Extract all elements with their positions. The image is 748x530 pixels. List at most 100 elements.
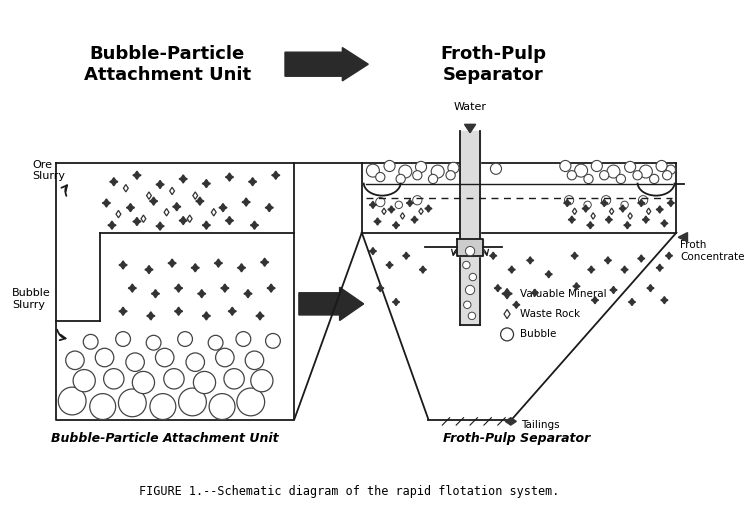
Circle shape — [66, 351, 85, 369]
Polygon shape — [237, 264, 245, 272]
Polygon shape — [174, 307, 183, 315]
Polygon shape — [196, 197, 204, 205]
Polygon shape — [197, 289, 206, 298]
Polygon shape — [260, 258, 269, 266]
Circle shape — [415, 161, 426, 172]
Polygon shape — [170, 187, 174, 195]
Circle shape — [446, 171, 456, 180]
Polygon shape — [242, 198, 251, 206]
Polygon shape — [370, 201, 376, 208]
Polygon shape — [504, 310, 510, 319]
Circle shape — [224, 369, 245, 389]
Polygon shape — [133, 217, 141, 226]
Circle shape — [208, 335, 223, 350]
Polygon shape — [571, 252, 578, 259]
Polygon shape — [141, 215, 146, 223]
Circle shape — [565, 196, 574, 205]
Circle shape — [584, 174, 593, 183]
Text: Bubble
Slurry: Bubble Slurry — [12, 288, 51, 310]
Polygon shape — [545, 271, 552, 278]
Circle shape — [663, 171, 672, 180]
Polygon shape — [370, 248, 376, 255]
Polygon shape — [660, 220, 668, 227]
Polygon shape — [179, 175, 187, 183]
Polygon shape — [425, 205, 432, 212]
FancyArrow shape — [285, 48, 368, 81]
Polygon shape — [656, 206, 663, 213]
Circle shape — [567, 171, 577, 180]
Circle shape — [58, 387, 86, 415]
Polygon shape — [601, 199, 608, 207]
Polygon shape — [119, 261, 127, 269]
Circle shape — [209, 394, 235, 420]
Polygon shape — [123, 184, 128, 192]
Circle shape — [236, 332, 251, 347]
Polygon shape — [225, 173, 233, 181]
Circle shape — [132, 372, 155, 394]
Polygon shape — [147, 192, 151, 199]
Circle shape — [375, 198, 385, 207]
Polygon shape — [110, 178, 118, 186]
Polygon shape — [643, 216, 649, 223]
Polygon shape — [225, 217, 233, 225]
Circle shape — [150, 394, 176, 420]
Polygon shape — [666, 252, 672, 259]
Circle shape — [429, 174, 438, 183]
Circle shape — [116, 332, 130, 347]
Polygon shape — [393, 222, 399, 229]
Polygon shape — [573, 282, 580, 290]
Polygon shape — [588, 266, 595, 273]
Polygon shape — [527, 257, 534, 264]
Circle shape — [384, 161, 395, 172]
Circle shape — [95, 348, 114, 367]
Circle shape — [560, 161, 571, 172]
Circle shape — [600, 171, 609, 180]
Circle shape — [156, 348, 174, 367]
Polygon shape — [393, 298, 399, 306]
Polygon shape — [568, 216, 575, 223]
Polygon shape — [406, 199, 414, 207]
Polygon shape — [116, 210, 121, 218]
Polygon shape — [490, 252, 497, 259]
Circle shape — [215, 348, 234, 367]
Polygon shape — [221, 284, 229, 292]
Polygon shape — [133, 171, 141, 179]
Polygon shape — [56, 163, 294, 420]
Circle shape — [666, 165, 675, 174]
Circle shape — [465, 246, 475, 256]
Circle shape — [633, 171, 643, 180]
Polygon shape — [591, 213, 595, 219]
Circle shape — [399, 165, 411, 178]
Polygon shape — [191, 264, 199, 272]
Polygon shape — [638, 255, 645, 262]
Polygon shape — [621, 266, 628, 273]
Polygon shape — [248, 178, 257, 186]
Polygon shape — [660, 297, 668, 304]
Polygon shape — [156, 222, 164, 230]
Polygon shape — [502, 289, 512, 299]
Circle shape — [146, 335, 161, 350]
Polygon shape — [219, 204, 227, 211]
Polygon shape — [251, 221, 259, 229]
Circle shape — [179, 388, 206, 416]
Polygon shape — [174, 284, 183, 292]
FancyArrow shape — [299, 287, 364, 321]
Polygon shape — [420, 266, 426, 273]
Circle shape — [448, 162, 459, 173]
Text: Froth
Concentrate: Froth Concentrate — [680, 240, 744, 262]
Polygon shape — [610, 286, 617, 294]
Polygon shape — [151, 289, 159, 298]
Polygon shape — [362, 233, 676, 420]
Circle shape — [656, 161, 667, 172]
Polygon shape — [582, 205, 589, 212]
Circle shape — [469, 273, 476, 281]
Polygon shape — [402, 252, 410, 259]
Polygon shape — [266, 204, 273, 211]
Polygon shape — [202, 221, 210, 229]
Polygon shape — [457, 239, 483, 256]
Text: Froth-Pulp
Separator: Froth-Pulp Separator — [440, 45, 546, 84]
Polygon shape — [156, 180, 164, 189]
Circle shape — [83, 334, 98, 349]
Circle shape — [375, 172, 385, 182]
Circle shape — [616, 174, 625, 183]
